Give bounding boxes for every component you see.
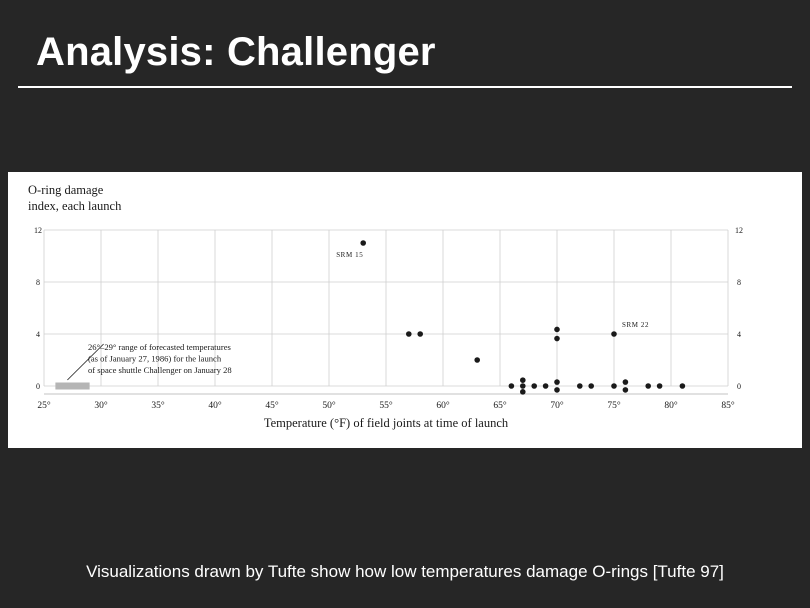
y-tick-label-right-1: 4 [737, 330, 741, 339]
y-tick-label-left-1: 4 [36, 330, 40, 339]
chart-labels: 25° 30° 35° 40° 45° 50° 55° 60° 65° 70° 75° 80° 85°0… [28, 183, 743, 430]
y-tick-label-right-2: 8 [737, 278, 741, 287]
x-tick-label-9: 70° [550, 400, 564, 411]
y-tick-label-right-0: 0 [737, 382, 741, 391]
x-tick-label-1: 30° [94, 400, 108, 411]
x-tick-label-5: 50° [322, 400, 336, 411]
x-tick-label-10: 75° [607, 400, 621, 411]
y-tick-label-left-0: 0 [36, 382, 40, 391]
y-axis-label-line-1: index, each launch [28, 199, 122, 213]
data-point-9 [520, 383, 526, 389]
challenger-chart: 25° 30° 35° 40° 45° 50° 55° 60° 65° 70° 75° 80° 85° 0… [8, 172, 802, 448]
x-tick-label-7: 60° [436, 400, 450, 411]
x-tick-label-3: 40° [208, 400, 222, 411]
forecast-range-band [55, 382, 90, 390]
data-point-12 [542, 383, 549, 389]
data-point-22 [679, 383, 686, 389]
data-point-0 [360, 240, 367, 246]
slide-caption: Visualizations drawn by Tufte show how l… [86, 562, 724, 581]
x-axis-label: Temperature (°F) of field joints at time… [264, 416, 509, 430]
gridlines [43, 229, 729, 387]
data-point-6 [611, 331, 617, 337]
data-point-20 [645, 383, 651, 389]
slide-title: Analysis: Challenger [36, 30, 436, 74]
data-point-11 [531, 383, 537, 389]
data-point-19 [622, 387, 629, 393]
x-tick-label-0: 25° [37, 400, 51, 411]
y-tick-label-left-3: 12 [34, 226, 42, 235]
data-point-1 [406, 331, 412, 337]
data-point-3 [474, 357, 481, 363]
data-point-2 [417, 331, 424, 337]
data-point-13 [554, 379, 560, 385]
forecast-note-line-2: of space shuttle Challenger on January 2… [88, 365, 232, 375]
x-tick-label-4: 45° [265, 400, 279, 411]
data-point-5 [554, 335, 560, 342]
x-tick-label-12: 85° [721, 400, 735, 411]
y-tick-label-right-3: 12 [735, 226, 743, 235]
data-point-17 [611, 383, 617, 389]
y-tick-label-left-2: 8 [36, 278, 40, 287]
forecast-note-line-0: 26°–29° range of forecasted temperatures [88, 342, 232, 352]
data-point-18 [622, 379, 629, 385]
data-point-4 [554, 326, 560, 333]
x-tick-label-2: 35° [151, 400, 165, 411]
forecast-note-line-1: (as of January 27, 1986) for the launch [88, 354, 222, 364]
data-point-7 [508, 383, 515, 389]
title-divider [18, 86, 792, 88]
forecast-leader-line [67, 343, 104, 381]
x-tick-label-11: 80° [664, 400, 678, 411]
data-point-8 [520, 377, 526, 383]
x-tick-label-8: 65° [493, 400, 507, 411]
data-point-21 [656, 383, 663, 389]
data-point-16 [588, 383, 594, 389]
data-point-10 [520, 389, 526, 395]
y-axis-label-line-0: O-ring damage [28, 183, 104, 197]
annotation-0: SRM 15 [336, 251, 363, 259]
scatter-plot: 25° 30° 35° 40° 45° 50° 55° 60° 65° 70° 75° 80° 85°0… [28, 183, 743, 430]
data-points [55, 240, 686, 395]
x-tick-label-6: 55° [379, 400, 393, 411]
annotation-1: SRM 22 [622, 321, 649, 329]
data-point-14 [554, 387, 560, 393]
data-point-15 [577, 383, 583, 389]
